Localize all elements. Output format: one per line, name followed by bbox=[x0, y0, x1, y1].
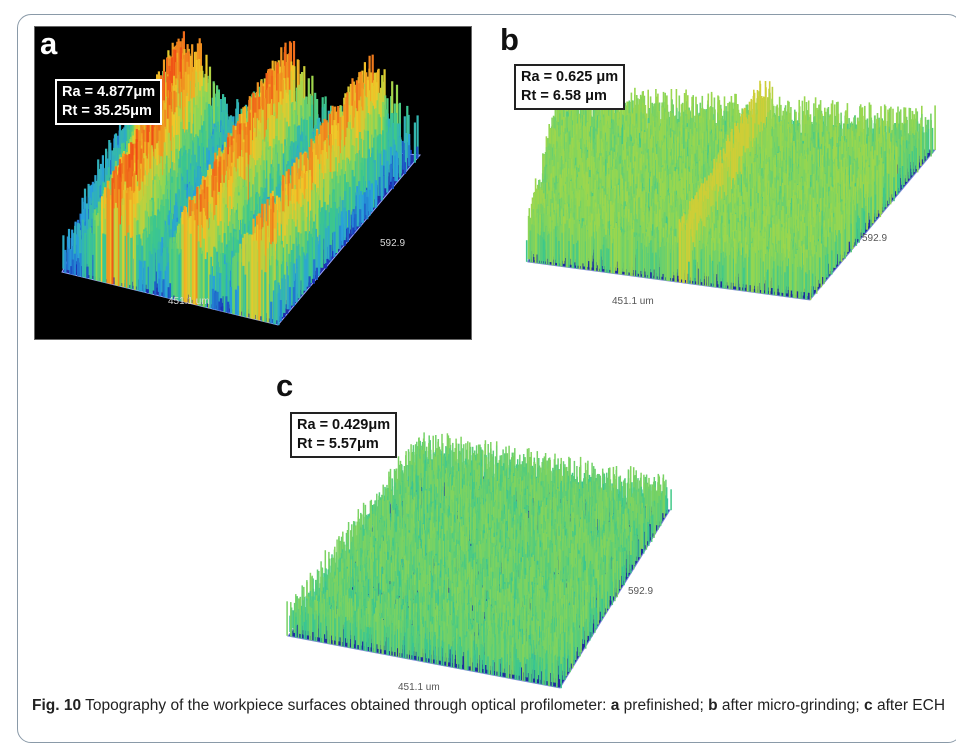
caption-c-text: after ECH bbox=[872, 697, 946, 714]
panel-b-letter: b bbox=[500, 22, 519, 57]
panel-c-y-axis-label: 592.9 bbox=[628, 586, 654, 597]
panel-b-rt: Rt = 6.58 μm bbox=[521, 88, 607, 104]
panel-a-y-axis-label: 592.9 bbox=[380, 238, 406, 249]
caption-c-label: c bbox=[864, 697, 873, 714]
panel-a-x-axis-label: 451.1 um bbox=[168, 296, 210, 307]
panel-c-roughness-box: Ra = 0.429μm Rt = 5.57μm bbox=[290, 412, 398, 458]
figure-caption: Fig. 10 Topography of the workpiece surf… bbox=[32, 694, 950, 717]
panel-a-letter: a bbox=[40, 26, 58, 61]
caption-b-label: b bbox=[708, 697, 718, 714]
panel-c-ra: Ra = 0.429μm bbox=[297, 417, 391, 433]
caption-a-text: prefinished; bbox=[619, 697, 709, 714]
panel-b-roughness-box: Ra = 0.625 μm Rt = 6.58 μm bbox=[514, 64, 626, 110]
panel-c-letter: c bbox=[276, 368, 294, 403]
panel-c-x-axis-label: 451.1 um bbox=[398, 682, 440, 693]
panel-a-rt: Rt = 35.25μm bbox=[62, 103, 152, 119]
caption-main-text: Topography of the workpiece surfaces obt… bbox=[81, 697, 611, 714]
caption-b-text: after micro-grinding; bbox=[717, 697, 865, 714]
caption-a-label: a bbox=[610, 697, 620, 714]
panel-b-x-axis-label: 451.1 um bbox=[612, 296, 654, 307]
panel-b-ra: Ra = 0.625 μm bbox=[521, 69, 619, 85]
panel-b-y-axis-label: 592.9 bbox=[862, 233, 888, 244]
caption-fig-label: Fig. 10 bbox=[32, 697, 82, 714]
panel-a-roughness-box: Ra = 4.877μm Rt = 35.25μm bbox=[55, 79, 163, 125]
panel-c-rt: Rt = 5.57μm bbox=[297, 436, 379, 452]
panel-a-ra: Ra = 4.877μm bbox=[62, 84, 156, 100]
